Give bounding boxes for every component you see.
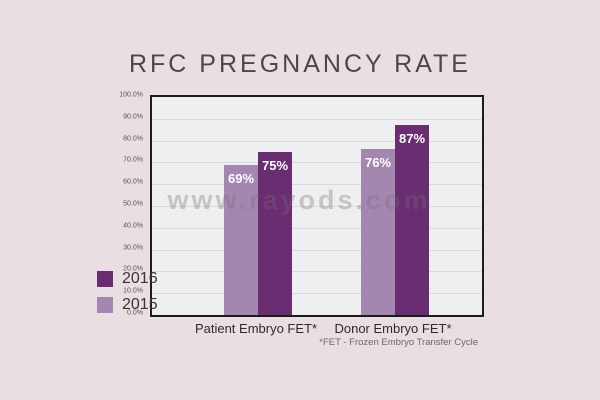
legend-swatch <box>97 271 113 287</box>
y-tick-label: 90.0% <box>123 113 143 121</box>
gridline <box>152 293 482 295</box>
gridline <box>152 140 482 142</box>
bar-2015-patient: 69% <box>224 164 258 315</box>
y-tick-label: 0.0% <box>127 309 143 317</box>
y-tick-label: 30.0% <box>123 244 143 252</box>
y-tick-label: 20.0% <box>123 265 143 273</box>
footnote: *FET - Frozen Embryo Transfer Cycle <box>319 337 478 348</box>
watermark-text: www.rayods.com <box>167 185 431 215</box>
y-tick-label: 10.0% <box>123 287 143 295</box>
legend-swatch <box>97 297 113 313</box>
y-tick-label: 80.0% <box>123 135 143 143</box>
y-tick-label: 70.0% <box>123 156 143 164</box>
plot-area: 69% 75% 76% 87% www.rayods.com <box>150 95 484 317</box>
chart-title: RFC PREGNANCY RATE <box>128 50 471 78</box>
y-axis: 100.0% 90.0% 80.0% 70.0% 60.0% 50.0% 40.0% 30.0… <box>0 91 146 317</box>
bar-value-label: 76% <box>364 155 392 171</box>
bar-value-label: 75% <box>261 157 289 173</box>
gridline <box>152 227 482 229</box>
gridline <box>152 118 482 120</box>
bar-2015-donor: 76% <box>361 149 395 315</box>
y-tick-label: 50.0% <box>123 200 143 208</box>
x-category-label: Patient Embryo FET* <box>194 321 318 336</box>
legend-item-2016: 2016 <box>97 270 158 288</box>
y-tick-label: 40.0% <box>123 222 143 230</box>
bar-value-label: 87% <box>398 131 426 147</box>
gridline <box>152 206 482 207</box>
x-category-label: Donor Embryo FET* <box>334 321 452 336</box>
y-tick-label: 100.0% <box>119 91 143 99</box>
gridline <box>152 184 482 186</box>
bar-2016-patient: 75% <box>258 151 292 315</box>
bar-2016-donor: 87% <box>395 125 429 315</box>
bar-value-label: 69% <box>227 170 255 186</box>
y-tick-label: 60.0% <box>123 178 143 186</box>
gridline <box>152 249 482 251</box>
legend-label: 2016 <box>122 270 158 287</box>
legend-item-2015: 2015 <box>97 296 158 314</box>
x-axis: Patient Embryo FET* Donor Embryo FET* <box>150 321 480 337</box>
legend: 2016 2015 <box>97 270 158 322</box>
gridline <box>152 271 482 273</box>
legend-label: 2015 <box>122 296 158 313</box>
gridline <box>152 162 482 164</box>
